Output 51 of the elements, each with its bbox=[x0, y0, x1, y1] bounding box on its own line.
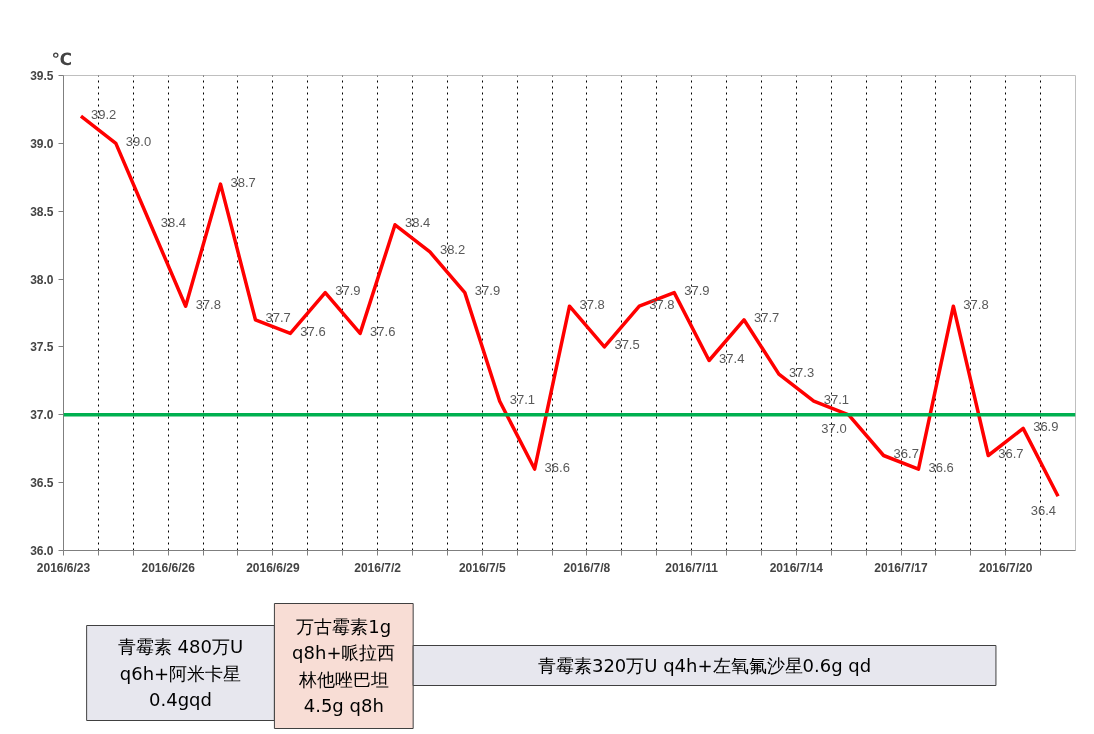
x-tick-label: 2016/6/29 bbox=[246, 560, 300, 575]
text: 青霉素 480万U q6h+阿米卡星 0.4gqd bbox=[117, 636, 244, 710]
x-tick-label: 2016/6/23 bbox=[36, 560, 91, 575]
data-label: 37.8 bbox=[195, 296, 221, 312]
data-label: 37.8 bbox=[963, 296, 989, 312]
y-axis-title: ℃ bbox=[51, 48, 73, 69]
x-tick-label: 2016/7/2 bbox=[354, 560, 402, 575]
data-label: 37.8 bbox=[579, 296, 605, 312]
data-label: 36.9 bbox=[1033, 418, 1059, 434]
data-label: 37.4 bbox=[719, 351, 745, 366]
data-label: 37.3 bbox=[788, 364, 815, 380]
data-label: 36.4 bbox=[1030, 502, 1057, 518]
x-tick-label: 2016/7/11 bbox=[665, 560, 719, 575]
text: 青霉素320万U q4h+左氧氟沙星0.6g qd bbox=[537, 655, 872, 676]
x-tick-label: 2016/7/8 bbox=[563, 560, 611, 575]
x-tick-label: 2016/7/5 bbox=[458, 560, 506, 575]
data-label: 37.9 bbox=[335, 283, 361, 299]
data-label: 37.1 bbox=[823, 391, 850, 407]
y-tick-label: 37.5 bbox=[30, 340, 54, 355]
data-label: 36.6 bbox=[928, 459, 954, 475]
y-tick-label: 39.5 bbox=[30, 69, 54, 83]
data-label: 37.5 bbox=[614, 337, 640, 353]
data-label: 38.4 bbox=[160, 215, 187, 231]
text: 万古霉素1g q8h+哌拉西林他唑巴坦 4.5g q8h bbox=[292, 616, 396, 716]
data-label: 37.8 bbox=[649, 296, 675, 312]
y-tick-label: 38.0 bbox=[30, 272, 54, 287]
data-label: 37.7 bbox=[265, 310, 291, 326]
data-label: 36.7 bbox=[893, 446, 919, 461]
y-tick-label: 36.0 bbox=[30, 544, 54, 558]
y-tick-label: 37.0 bbox=[30, 408, 54, 423]
data-label: 37.6 bbox=[370, 323, 396, 339]
data-label: 37.6 bbox=[300, 323, 326, 339]
data-label: 37.7 bbox=[753, 310, 780, 326]
y-tick-label: 39.0 bbox=[30, 136, 54, 151]
x-tick-label: 2016/7/14 bbox=[769, 560, 824, 575]
x-tick-label: 2016/7/17 bbox=[874, 560, 929, 575]
y-tick-label: 38.5 bbox=[30, 204, 54, 219]
data-label: 36.6 bbox=[544, 459, 570, 475]
data-label: 39.0 bbox=[125, 133, 152, 149]
data-label: 37.0 bbox=[821, 421, 847, 437]
x-tick-label: 2016/6/26 bbox=[141, 560, 196, 575]
data-label: 38.7 bbox=[230, 174, 256, 190]
data-label: 38.4 bbox=[405, 215, 431, 231]
data-label: 38.2 bbox=[439, 242, 466, 258]
data-label: 39.2 bbox=[90, 106, 117, 122]
data-label: 36.7 bbox=[998, 446, 1024, 461]
data-label: 37.9 bbox=[474, 283, 501, 299]
data-label: 37.1 bbox=[509, 391, 536, 407]
x-tick-label: 2016/7/20 bbox=[979, 560, 1033, 575]
y-tick-label: 36.5 bbox=[30, 476, 54, 491]
data-label: 37.9 bbox=[684, 283, 710, 299]
